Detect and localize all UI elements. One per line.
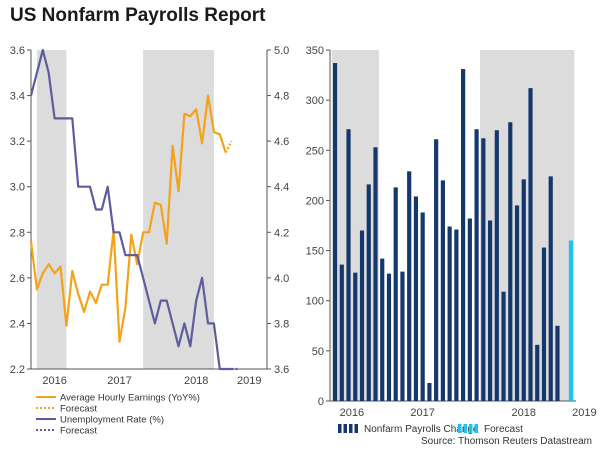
payrolls-forecast-bar (568, 240, 574, 401)
payrolls-bar (481, 138, 486, 401)
payrolls-bar (487, 220, 493, 401)
payrolls-bar (541, 247, 547, 401)
payrolls-bar (386, 273, 392, 401)
bar-y-tick-label: 300 (306, 95, 324, 107)
right-y-tick-label: 4.8 (274, 91, 289, 103)
bar-x-year-label: 2019 (572, 407, 596, 419)
right-y-tick-label: 3.6 (274, 364, 289, 376)
left-x-year-label: 2018 (184, 375, 208, 387)
legend-bar-swatch (458, 424, 462, 433)
legend-bar-swatch (349, 424, 353, 433)
payrolls-bar (454, 229, 459, 401)
payrolls-bar (427, 382, 432, 401)
chart-title: US Nonfarm Payrolls Report (10, 5, 266, 26)
left-y-tick-label: 2.8 (10, 227, 25, 239)
payrolls-bar (413, 196, 419, 401)
payrolls-bar (359, 230, 365, 401)
left-y-tick-label: 2.4 (10, 318, 25, 330)
legend-label: Forecast (484, 424, 523, 435)
legend-bar-swatch (474, 424, 478, 433)
payrolls-bar (474, 129, 479, 401)
payrolls-bar (514, 205, 520, 401)
bar-y-tick-label: 0 (318, 396, 324, 408)
bar-y-tick-label: 100 (306, 296, 324, 308)
payrolls-bar (467, 218, 472, 401)
payrolls-bar (528, 88, 533, 401)
payrolls-bar (548, 176, 553, 401)
payrolls-bar (501, 291, 506, 401)
payrolls-bar (447, 226, 452, 401)
payrolls-bar (440, 180, 445, 401)
left-shade-band (143, 50, 214, 369)
right-y-tick-label: 4.0 (274, 273, 289, 285)
left-y-tick-label: 2.2 (10, 364, 25, 376)
legend-label: Unemployment Rate (%) (60, 415, 164, 426)
payrolls-bar (521, 179, 526, 401)
bar-y-tick-label: 200 (306, 195, 324, 207)
legend-bar-swatch (463, 424, 467, 433)
payrolls-bar (339, 264, 344, 401)
payrolls-bar (535, 344, 540, 401)
left-y-tick-label: 2.6 (10, 273, 25, 285)
payrolls-bar (434, 139, 439, 402)
left-y-tick-label: 3.2 (10, 136, 25, 148)
payrolls-bar (508, 122, 513, 401)
left-x-year-label: 2016 (42, 375, 66, 387)
left-x-year-label: 2017 (107, 375, 131, 387)
payrolls-bar (420, 212, 425, 401)
bar-y-tick-label: 250 (306, 145, 324, 157)
payrolls-bar (380, 258, 385, 401)
left-y-tick-label: 3.0 (10, 182, 25, 194)
earnings-line (29, 94, 227, 343)
payrolls-bar (366, 184, 371, 401)
bar-y-tick-label: 50 (312, 346, 324, 358)
payrolls-bar (407, 171, 412, 401)
right-shade-band (479, 50, 575, 401)
left-x-year-label: 2019 (237, 375, 261, 387)
payrolls-bar (393, 187, 398, 401)
right-y-tick-label: 3.8 (274, 318, 289, 330)
bar-x-year-label: 2017 (410, 407, 434, 419)
payrolls-bar (555, 325, 560, 401)
left-y-tick-label: 3.6 (10, 45, 25, 57)
payrolls-bar (494, 130, 499, 401)
payrolls-bar (373, 147, 378, 401)
bar-y-tick-label: 350 (306, 45, 324, 57)
earnings-forecast-line (224, 140, 233, 154)
source-note: Source: Thomson Reuters Datastream (421, 436, 592, 447)
legend-bar-swatch (354, 424, 358, 433)
legend-label: Nonfarm Payrolls Change (364, 424, 479, 435)
bar-x-year-label: 2018 (512, 407, 536, 419)
right-y-tick-label: 4.2 (274, 227, 289, 239)
payrolls-bar (332, 63, 338, 402)
payrolls-bar (346, 129, 351, 401)
legend-label: Forecast (60, 404, 97, 415)
bar-x-year-label: 2016 (340, 407, 364, 419)
right-y-tick-label: 4.4 (274, 182, 289, 194)
unemployment-line (29, 48, 232, 371)
left-y-tick-label: 3.4 (10, 91, 25, 103)
bar-y-tick-label: 150 (306, 246, 324, 258)
legend-bar-swatch (469, 424, 473, 433)
legend-label: Forecast (60, 426, 97, 437)
legend-bar-swatch (338, 424, 342, 433)
payrolls-bar (461, 69, 466, 401)
right-y-tick-label: 4.6 (274, 136, 289, 148)
payrolls-bar (353, 272, 358, 401)
legend-bar-swatch (343, 424, 347, 433)
right-y-tick-label: 5.0 (274, 45, 289, 57)
legend-label: Average Hourly Earnings (YoY%) (60, 393, 200, 404)
payrolls-bar (400, 271, 405, 401)
